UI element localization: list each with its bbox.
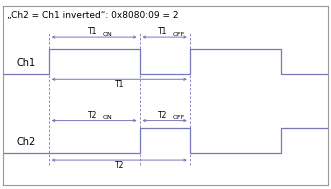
Text: „Ch2 = Ch1 inverted“: 0x8080:09 = 2: „Ch2 = Ch1 inverted“: 0x8080:09 = 2	[7, 11, 178, 20]
Text: T1: T1	[115, 80, 124, 89]
Text: Ch1: Ch1	[17, 58, 35, 68]
Text: OFF: OFF	[173, 32, 185, 37]
Text: T2: T2	[158, 111, 168, 120]
Text: OFF: OFF	[173, 115, 185, 120]
Text: T2: T2	[115, 161, 124, 170]
Text: ON: ON	[102, 115, 112, 120]
Text: T2: T2	[88, 111, 97, 120]
Text: Ch2: Ch2	[17, 137, 36, 147]
Text: T1: T1	[158, 27, 168, 36]
Text: T1: T1	[88, 27, 97, 36]
Text: ON: ON	[102, 32, 112, 37]
